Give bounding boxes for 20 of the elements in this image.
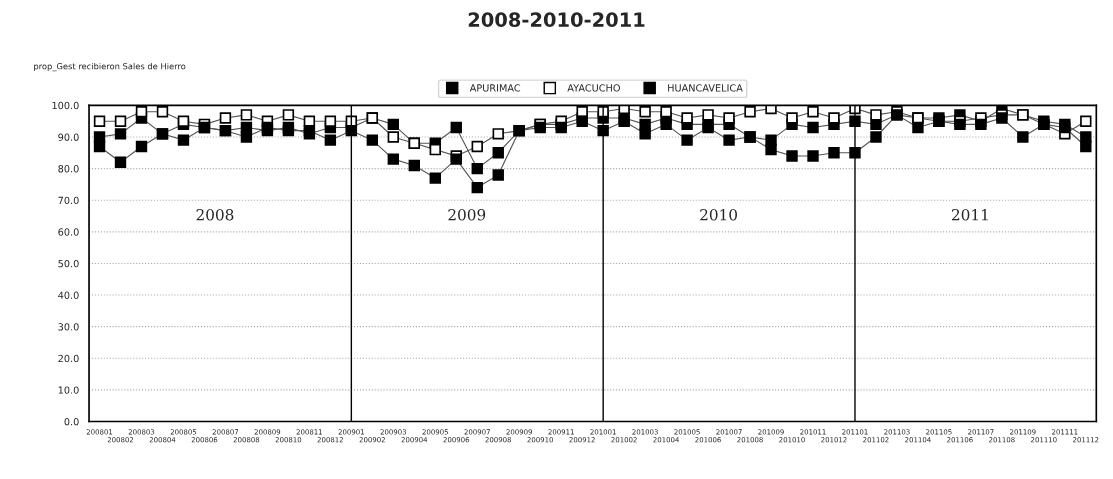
- y-tick-label: 10.0: [58, 386, 79, 394]
- y-tick-label: 40.0: [58, 291, 79, 299]
- annotation: 2010: [700, 208, 738, 221]
- y-axis-title: prop_Gest recibieron Sales de Hierro: [34, 62, 186, 72]
- annotation: 2008: [196, 208, 234, 221]
- annotation: 2009: [448, 208, 486, 221]
- annotation: 2011: [951, 208, 988, 221]
- y-tick-label: 60.0: [58, 228, 79, 236]
- chart-title: 2008-2010-2011: [468, 12, 645, 28]
- y-tick-label: 70.0: [58, 196, 79, 205]
- y-tick-label: 100.0: [52, 101, 79, 110]
- y-tick-label: 0.0: [64, 418, 79, 426]
- y-tick-label: 90.0: [58, 133, 79, 141]
- y-tick-label: 50.0: [58, 259, 79, 268]
- y-tick-label: 30.0: [58, 323, 79, 331]
- legend-label: APURIMAC: [469, 84, 521, 92]
- legend-label: AYACUCHO: [567, 84, 620, 92]
- y-tick-label: 80.0: [58, 165, 79, 173]
- legend-label: HUANCAVELICA: [668, 84, 743, 92]
- y-tick-label: 20.0: [58, 354, 79, 363]
